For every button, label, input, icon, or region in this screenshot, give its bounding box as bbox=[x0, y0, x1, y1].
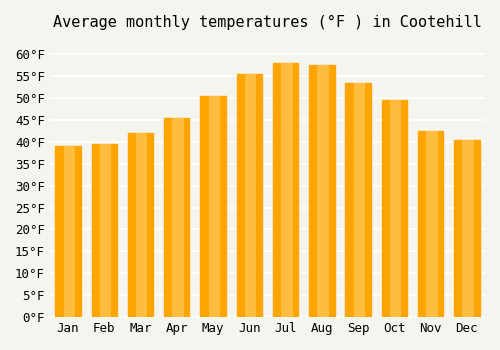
Bar bbox=[200, 96, 226, 317]
Bar bbox=[273, 63, 298, 317]
Bar bbox=[236, 74, 262, 317]
Bar bbox=[346, 83, 371, 317]
Bar bbox=[281, 63, 292, 317]
Bar bbox=[462, 140, 474, 317]
Bar bbox=[245, 74, 256, 317]
Bar bbox=[172, 118, 184, 317]
Bar bbox=[454, 140, 479, 317]
Bar bbox=[426, 131, 438, 317]
Bar bbox=[418, 131, 444, 317]
Bar bbox=[354, 83, 365, 317]
Bar bbox=[92, 144, 117, 317]
Bar bbox=[128, 133, 153, 317]
Title: Average monthly temperatures (°F ) in Cootehill: Average monthly temperatures (°F ) in Co… bbox=[53, 15, 482, 30]
Bar bbox=[56, 146, 80, 317]
Bar bbox=[318, 65, 329, 317]
Bar bbox=[64, 146, 75, 317]
Bar bbox=[208, 96, 220, 317]
Bar bbox=[309, 65, 334, 317]
Bar bbox=[382, 100, 407, 317]
Bar bbox=[164, 118, 190, 317]
Bar bbox=[100, 144, 111, 317]
Bar bbox=[136, 133, 147, 317]
Bar bbox=[390, 100, 402, 317]
